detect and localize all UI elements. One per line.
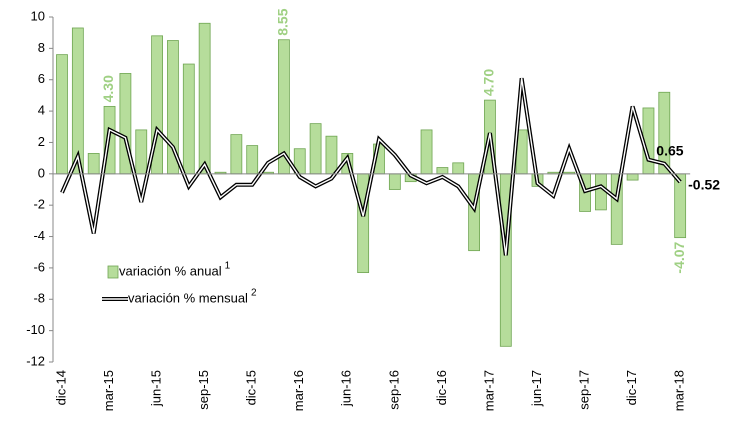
x-tick-label: jun-17 bbox=[529, 370, 544, 407]
bar bbox=[198, 22, 211, 175]
bar bbox=[325, 135, 338, 175]
y-tick-label: 6 bbox=[38, 71, 45, 86]
y-tick-label: -2 bbox=[33, 197, 45, 212]
bar bbox=[182, 63, 195, 175]
bar bbox=[626, 173, 639, 181]
y-tick-label: 10 bbox=[31, 8, 45, 23]
y-tick-label: 2 bbox=[38, 134, 45, 149]
bar bbox=[246, 145, 259, 175]
y-tick-label: 4 bbox=[38, 103, 45, 118]
y-tick-label: -8 bbox=[33, 291, 45, 306]
legend-swatch bbox=[107, 265, 119, 279]
x-tick-label: sep-15 bbox=[196, 370, 211, 410]
legend-label: variación % mensual bbox=[128, 290, 248, 305]
line-value-label: 0.65 bbox=[656, 142, 683, 158]
bar-value-label: 4.70 bbox=[481, 69, 497, 96]
bar bbox=[135, 129, 148, 175]
legend-note: 1 bbox=[225, 261, 231, 272]
bar bbox=[436, 167, 449, 175]
y-tick-label: -12 bbox=[26, 353, 45, 368]
bar-value-label: 4.30 bbox=[100, 75, 116, 102]
bar-value-label: 8.55 bbox=[275, 8, 291, 35]
x-tick-label: mar-16 bbox=[291, 370, 306, 411]
bar bbox=[309, 123, 322, 175]
bar-value-label: -4.07 bbox=[671, 241, 687, 273]
y-tick-label: 8 bbox=[38, 40, 45, 55]
bar bbox=[674, 173, 687, 239]
bar bbox=[56, 54, 68, 175]
x-tick-label: jun-15 bbox=[149, 370, 164, 407]
bar bbox=[452, 162, 465, 175]
x-tick-label: mar-17 bbox=[481, 370, 496, 411]
bar bbox=[420, 129, 433, 175]
y-tick-label: -10 bbox=[26, 322, 45, 337]
x-tick-label: sep-16 bbox=[386, 370, 401, 410]
line-value-label: -0.52 bbox=[688, 177, 720, 193]
x-tick-label: dic-16 bbox=[434, 370, 449, 405]
bar bbox=[87, 153, 100, 175]
x-tick-label: jun-16 bbox=[339, 370, 354, 407]
x-tick-label: mar-15 bbox=[101, 370, 116, 411]
line-inner bbox=[61, 78, 681, 256]
x-tick-label: dic-17 bbox=[624, 370, 639, 405]
y-tick-label: -6 bbox=[33, 259, 45, 274]
x-tick-label: dic-14 bbox=[53, 370, 68, 405]
legend-note: 2 bbox=[251, 288, 257, 299]
y-tick-label: 0 bbox=[38, 165, 45, 180]
x-tick-label: mar-18 bbox=[672, 370, 687, 411]
y-tick-label: -4 bbox=[33, 228, 45, 243]
bar bbox=[388, 173, 401, 190]
x-tick-label: sep-17 bbox=[576, 370, 591, 410]
bar bbox=[230, 134, 243, 175]
x-tick-label: dic-15 bbox=[244, 370, 259, 405]
legend-label: variación % anual bbox=[119, 263, 222, 278]
